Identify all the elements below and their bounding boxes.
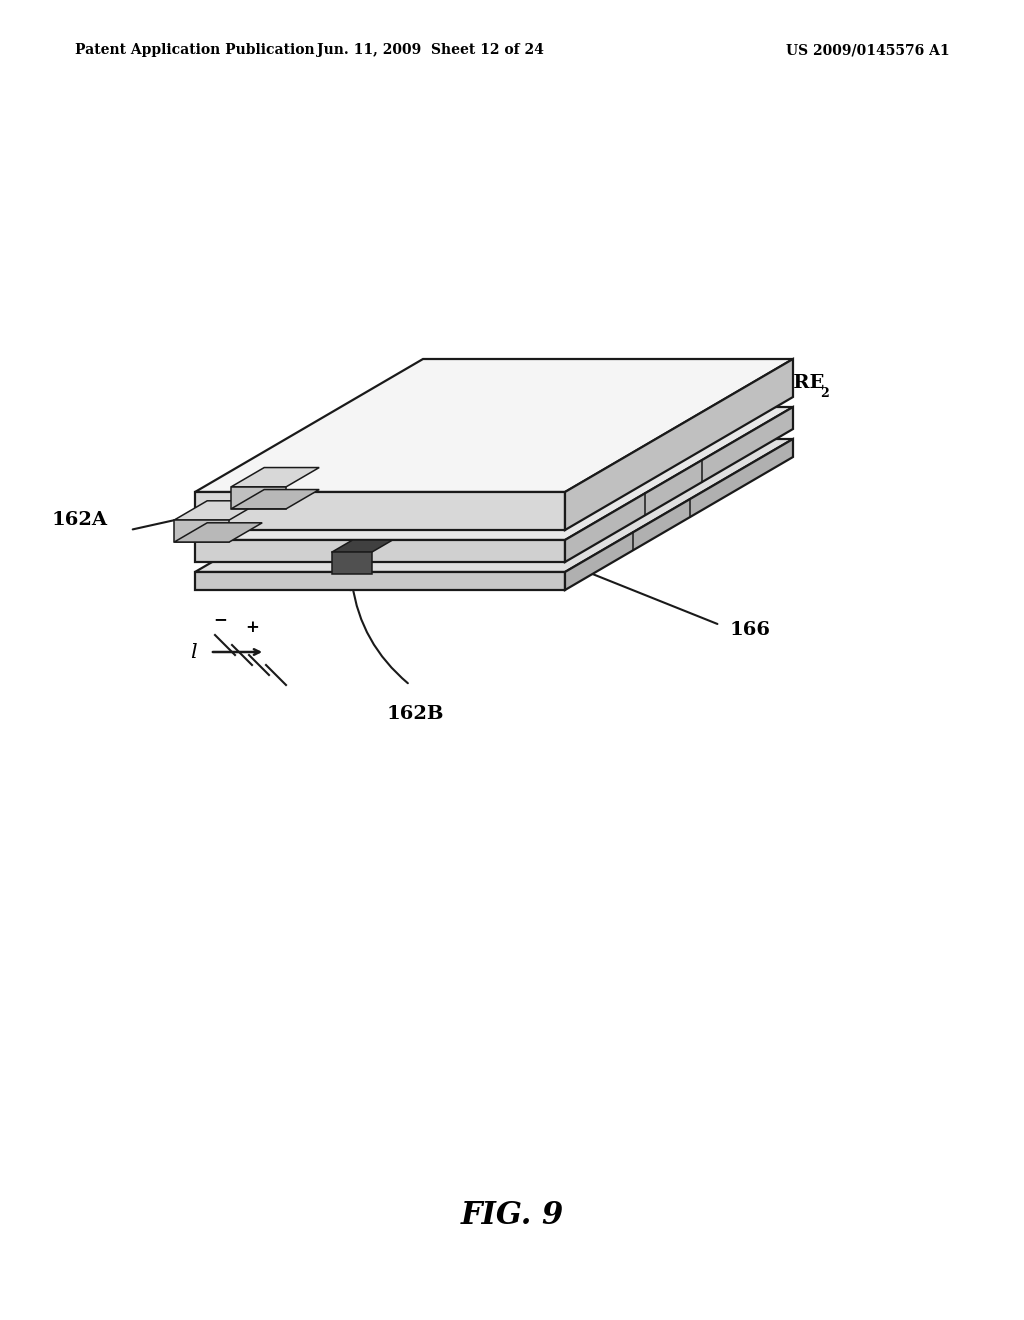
Text: FIG. 9: FIG. 9	[461, 1200, 563, 1230]
Polygon shape	[174, 500, 262, 520]
Polygon shape	[565, 407, 793, 562]
Text: 162B: 162B	[386, 705, 443, 723]
Polygon shape	[195, 407, 793, 540]
Text: 1: 1	[762, 387, 771, 400]
Polygon shape	[231, 487, 286, 508]
Text: TRE: TRE	[723, 374, 769, 392]
Text: ,TRE: ,TRE	[773, 374, 825, 392]
Text: US 2009/0145576 A1: US 2009/0145576 A1	[786, 44, 950, 57]
Text: Patent Application Publication: Patent Application Publication	[75, 44, 314, 57]
Polygon shape	[195, 359, 793, 492]
Text: 164: 164	[349, 432, 390, 450]
Text: Jun. 11, 2009  Sheet 12 of 24: Jun. 11, 2009 Sheet 12 of 24	[316, 44, 544, 57]
Text: 2: 2	[820, 387, 828, 400]
Polygon shape	[231, 490, 319, 508]
Polygon shape	[565, 359, 793, 531]
Text: −: −	[213, 611, 227, 628]
Polygon shape	[231, 467, 319, 487]
Polygon shape	[332, 552, 372, 574]
Text: l: l	[189, 643, 197, 661]
Polygon shape	[195, 540, 565, 562]
Polygon shape	[195, 572, 565, 590]
Text: +: +	[245, 619, 259, 636]
Polygon shape	[332, 540, 392, 552]
Polygon shape	[195, 440, 793, 572]
Polygon shape	[565, 440, 793, 590]
Polygon shape	[174, 520, 229, 543]
Polygon shape	[174, 523, 262, 543]
Polygon shape	[195, 492, 565, 531]
Text: 162A: 162A	[52, 511, 108, 529]
Text: 166: 166	[730, 620, 771, 639]
